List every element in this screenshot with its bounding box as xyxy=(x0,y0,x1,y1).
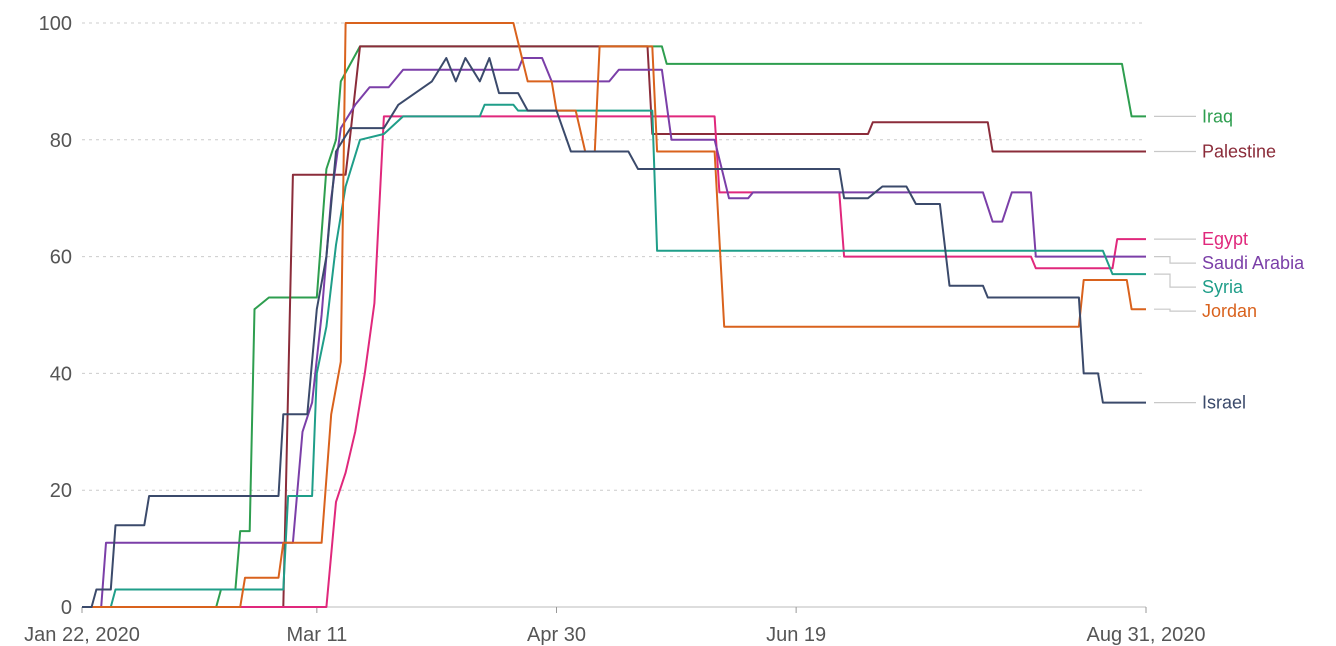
x-tick-label: Mar 11 xyxy=(286,624,347,646)
y-tick-label: 100 xyxy=(39,13,72,35)
series-line-jordan xyxy=(82,22,1146,608)
x-tick-label: Apr 30 xyxy=(527,624,586,646)
series-label-egypt: Egypt xyxy=(1202,229,1248,249)
series-label-jordan: Jordan xyxy=(1202,301,1257,321)
y-tick-label: 0 xyxy=(61,597,72,619)
y-tick-label: 60 xyxy=(50,247,72,269)
series-label-syria: Syria xyxy=(1202,277,1244,297)
series-label-iraq: Iraq xyxy=(1202,106,1233,126)
y-tick-label: 40 xyxy=(50,363,72,385)
label-leader-syria xyxy=(1154,273,1196,288)
series-line-saudi-arabia xyxy=(82,57,1146,608)
series-label-israel: Israel xyxy=(1202,393,1246,413)
y-tick-label: 20 xyxy=(50,480,72,502)
y-tick-label: 80 xyxy=(50,130,72,152)
series-end-labels: Iraq Palestine Egypt Saudi Arabia Syria Jorda… xyxy=(1154,106,1305,413)
gridlines xyxy=(82,22,1146,491)
series-line-israel xyxy=(82,57,1146,608)
x-tick-label: Jun 19 xyxy=(766,624,826,646)
x-axis-tick-labels: Jan 22, 2020 Mar 11 Apr 30 Jun 19 Aug 31, 20… xyxy=(24,624,1205,646)
series-lines xyxy=(82,22,1146,608)
label-leader-saudi-arabia xyxy=(1154,256,1196,264)
y-axis-tick-labels: 0 20 40 60 80 100 xyxy=(39,13,72,619)
x-tick-label: Aug 31, 2020 xyxy=(1087,624,1206,646)
series-line-egypt xyxy=(82,115,1146,608)
label-leader-jordan xyxy=(1154,308,1196,312)
x-tick-label: Jan 22, 2020 xyxy=(24,624,140,646)
series-label-saudi-arabia: Saudi Arabia xyxy=(1202,253,1305,273)
series-label-palestine: Palestine xyxy=(1202,142,1276,162)
